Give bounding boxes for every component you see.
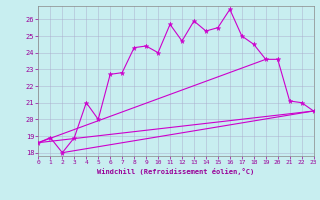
- X-axis label: Windchill (Refroidissement éolien,°C): Windchill (Refroidissement éolien,°C): [97, 168, 255, 175]
